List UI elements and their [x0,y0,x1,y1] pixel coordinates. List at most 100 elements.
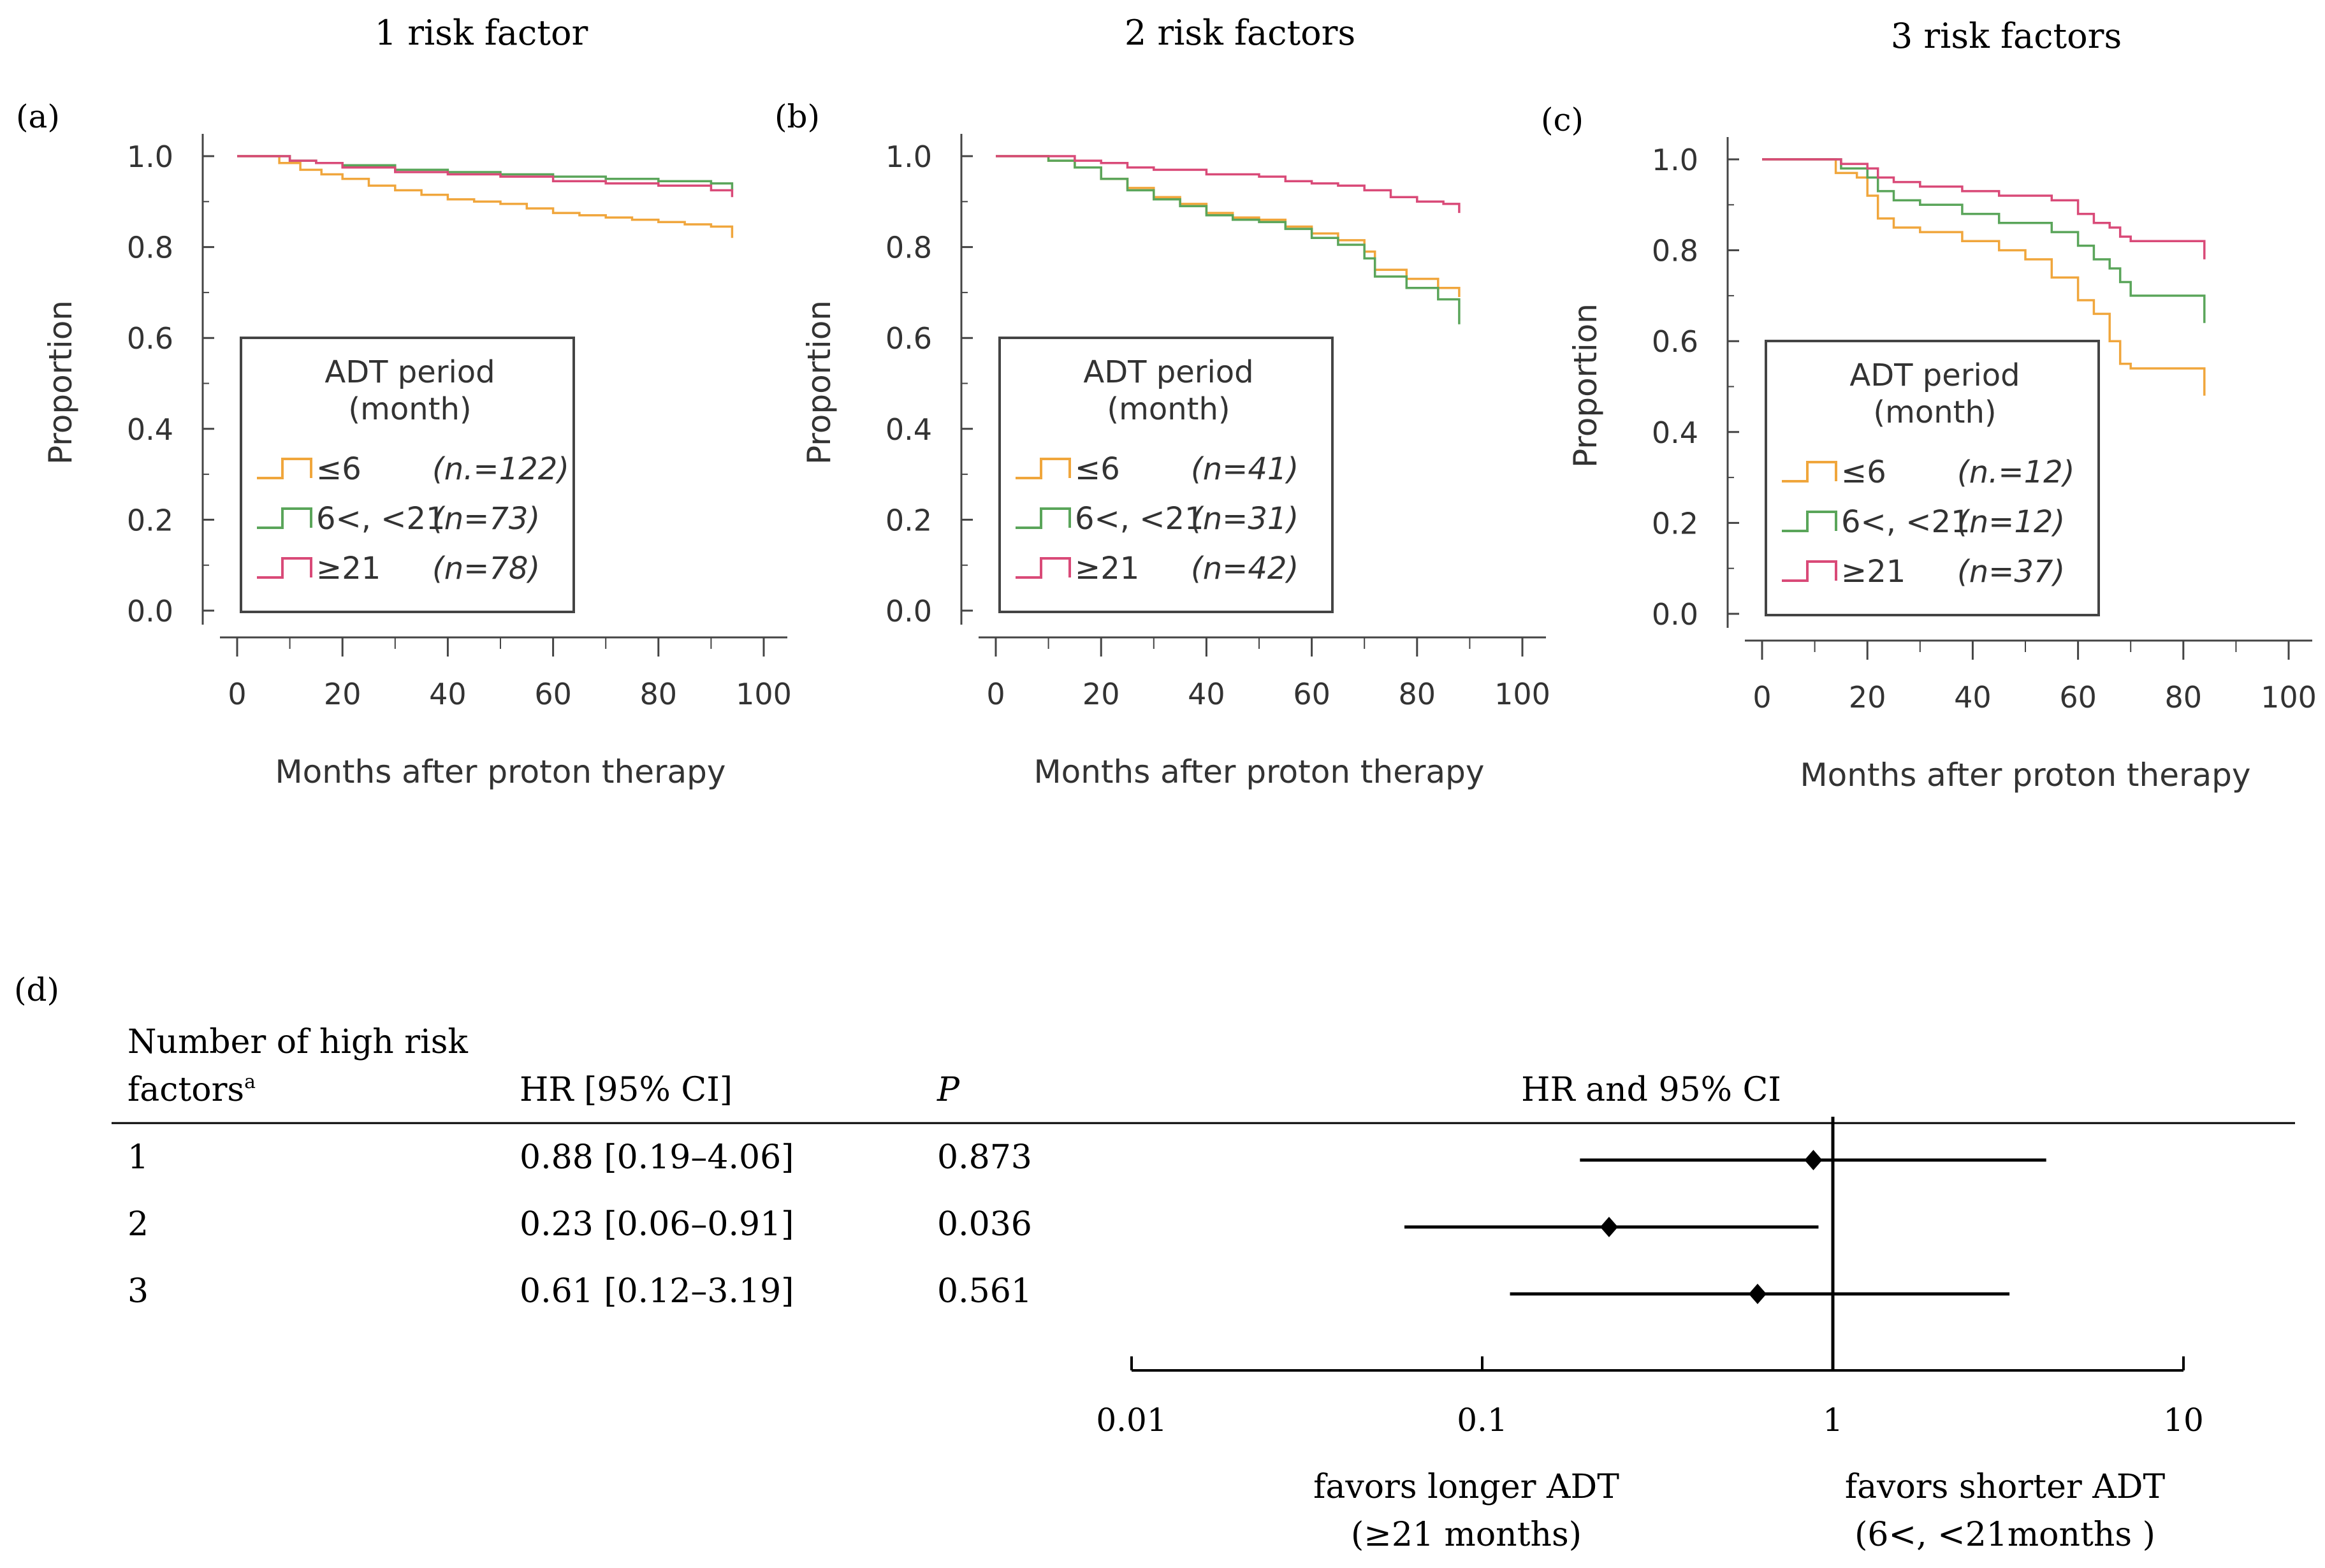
legend-swatch [257,557,312,579]
forest-row: 2 0.23 [0.06–0.91] 0.036 [128,1205,1819,1244]
legend-title: ADT period [1849,358,2020,393]
panel-label: (a) [16,98,60,135]
legend-n-label: (n=31) [1191,501,1299,537]
legend-subtitle: (month) [1873,395,1996,430]
panel-label-d: (d) [14,971,59,1008]
row-p-value: 0.873 [937,1138,1032,1177]
forest-x-tick-label: 1 [1823,1402,1843,1439]
legend-title: ADT period [1083,354,1253,390]
y-tick-label: 0.6 [886,321,932,356]
row-hr-ci: 0.88 [0.19–4.06] [520,1138,794,1177]
header-factors-line2: factorsa [128,1071,256,1109]
y-axis-title: Proportion [801,300,838,465]
x-tick-label: 100 [1494,677,1550,711]
legend-box [240,337,575,613]
y-tick-label: 0.0 [886,594,932,628]
y-tick-label: 0.8 [886,231,932,265]
y-tick-label: 0.4 [1652,416,1698,450]
row-p-value: 0.561 [937,1272,1032,1310]
forest-x-tick-label: 0.1 [1457,1402,1508,1439]
km-curve [996,155,1461,214]
legend-series-name: ≥21 [1075,551,1139,586]
y-tick-label: 0.0 [1652,597,1698,632]
km-curve [1762,158,2206,259]
legend-series-name: 6<, <21 [1841,504,1971,540]
y-tick-label: 1.0 [127,140,173,174]
forest-row: 1 0.88 [0.19–4.06] 0.873 [128,1138,2046,1177]
row-factors: 2 [128,1205,149,1244]
legend-series-name: ≤6 [316,451,361,487]
y-tick-label: 0.8 [1652,234,1698,268]
x-tick-label: 20 [1849,680,1886,715]
x-tick-label: 0 [228,677,246,711]
x-tick-label: 40 [429,677,467,711]
legend-series-name: ≤6 [1075,451,1120,487]
legend-swatch [1016,507,1071,529]
legend-series-name: 6<, <21 [316,501,446,537]
row-p-value: 0.036 [937,1205,1032,1244]
x-tick-label: 0 [1753,680,1771,715]
legend-series-name: ≤6 [1841,454,1886,490]
y-tick-label: 0.2 [1652,506,1698,541]
km-curve [996,155,1461,324]
x-axis-title: Months after proton therapy [1034,753,1485,790]
x-tick-label: 60 [534,677,572,711]
hr-marker [1748,1284,1767,1304]
legend-swatch [257,507,312,529]
favors-shorter-line1: favors shorter ADT [1845,1468,2166,1506]
legend-n-label: (n=41) [1191,451,1299,487]
km-curve [237,155,734,198]
x-tick-label: 20 [1082,677,1120,711]
y-tick-label: 0.8 [127,231,173,265]
y-tick-label: 0.4 [886,412,932,447]
panel-title: 3 risk factors [1891,16,2122,56]
legend-n-label: (n=42) [1191,551,1299,586]
forest-plot: (d) Number of high risk factorsa HR [95%… [14,971,2295,1554]
y-axis-title: Proportion [1567,303,1604,468]
x-tick-label: 100 [2261,680,2317,715]
forest-x-tick-label: 0.01 [1096,1402,1167,1439]
legend-subtitle: (month) [348,391,471,427]
x-tick-label: 40 [1954,680,1992,715]
x-tick-label: 40 [1188,677,1225,711]
km-panels: 1 risk factor (a) 0.0 0.2 0.4 0.6 0.8 1.0 0 20 40 6… [16,13,2317,794]
legend-n-label: (n=73) [432,501,540,537]
y-tick-label: 0.6 [127,321,173,356]
legend-swatch [1016,557,1071,579]
legend-swatch [257,458,312,479]
x-tick-label: 60 [2059,680,2097,715]
forest-axis: 0.01 0.1 1 10 [1096,1117,2204,1439]
x-tick-label: 0 [986,677,1005,711]
forest-rows: 1 0.88 [0.19–4.06] 0.873 2 0.23 [0.06–0.91] 0… [128,1138,2046,1310]
legend-series-name: ≥21 [316,551,381,586]
favors-longer-line1: favors longer ADT [1313,1468,1619,1506]
y-tick-label: 0.0 [127,594,173,628]
x-tick-label: 20 [324,677,361,711]
header-hr: HR [95% CI] [520,1071,732,1109]
legend-n-label: (n.=12) [1957,454,2074,490]
x-tick-label: 80 [640,677,678,711]
legend-box [998,337,1334,613]
panel-title: 2 risk factors [1125,13,1355,53]
row-factors: 1 [128,1138,149,1177]
forest-x-tick-label: 10 [2163,1402,2204,1439]
x-tick-label: 80 [2165,680,2203,715]
favors-longer-line2: (≥21 months) [1351,1516,1582,1554]
legend-n-label: (n.=122) [432,451,569,487]
legend-subtitle: (month) [1107,391,1230,427]
y-tick-label: 1.0 [886,140,932,174]
header-p: P [937,1071,960,1109]
x-axis-title: Months after proton therapy [1800,757,2251,794]
legend-n-label: (n=78) [432,551,540,586]
km-panel-3: 3 risk factors (c) 0.0 0.2 0.4 0.6 0.8 1.0 0 20 40… [1541,16,2317,794]
legend-swatch [1016,458,1071,479]
km-panel-2: 2 risk factors (b) 0.0 0.2 0.4 0.6 0.8 1.0 0 20 40… [775,13,1550,790]
km-curve [1762,158,2206,323]
row-hr-ci: 0.23 [0.06–0.91] [520,1205,794,1244]
legend-n-label: (n=12) [1957,504,2065,540]
panel-label: (c) [1541,101,1584,138]
hr-marker [1600,1217,1618,1237]
legend-title: ADT period [324,354,495,390]
favors-shorter-line2: (6<, <21months ) [1855,1516,2155,1554]
